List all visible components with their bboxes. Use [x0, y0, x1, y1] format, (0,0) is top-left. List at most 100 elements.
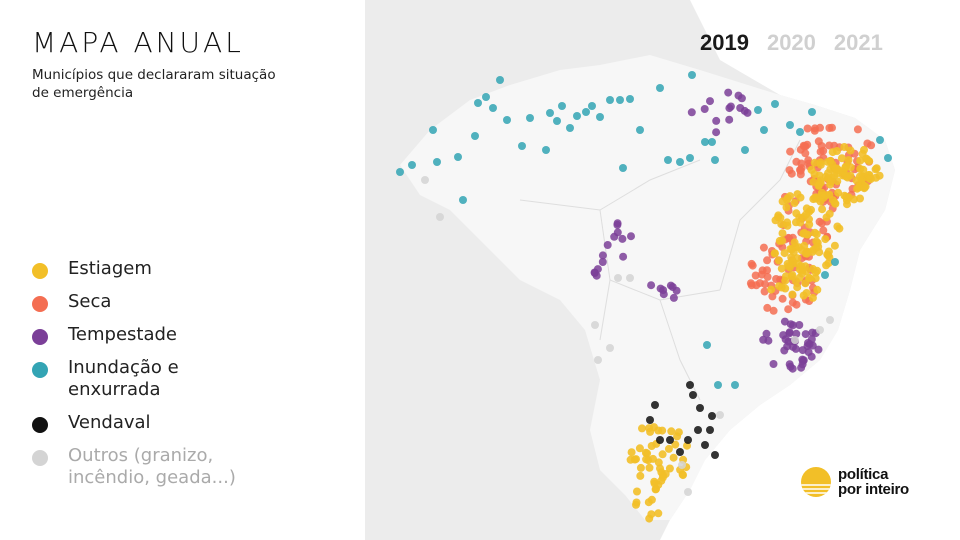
municipality-marker [651, 401, 659, 409]
municipality-marker [686, 381, 694, 389]
municipality-marker [846, 171, 855, 180]
municipality-marker [783, 218, 792, 227]
municipality-marker [777, 264, 786, 273]
municipality-marker [654, 458, 663, 467]
municipality-marker [797, 246, 806, 255]
municipality-marker [855, 172, 864, 181]
municipality-marker [783, 342, 792, 351]
municipality-marker [684, 488, 692, 496]
municipality-marker [754, 106, 762, 114]
municipality-marker [775, 236, 784, 245]
municipality-marker [666, 436, 674, 444]
municipality-marker [792, 300, 801, 309]
municipality-marker [716, 411, 724, 419]
municipality-marker [788, 257, 797, 265]
municipality-marker [647, 510, 656, 519]
municipality-marker [853, 125, 862, 134]
legend-dot-icon [32, 329, 48, 345]
municipality-marker [796, 193, 805, 202]
emergency-markers [396, 71, 892, 523]
legend-item-seca: Seca [32, 291, 268, 313]
municipality-marker [645, 463, 654, 472]
municipality-marker [780, 249, 789, 258]
municipality-marker [814, 137, 823, 146]
municipality-marker [632, 500, 640, 509]
municipality-marker [835, 224, 844, 233]
municipality-marker [821, 271, 829, 279]
municipality-marker [837, 154, 846, 163]
municipality-marker [666, 281, 675, 290]
municipality-marker [833, 147, 841, 155]
municipality-marker [807, 335, 816, 344]
municipality-marker [626, 95, 634, 103]
municipality-marker [786, 362, 795, 371]
legend-label: Tempestade [68, 324, 178, 345]
municipality-marker [613, 219, 622, 228]
municipality-marker [810, 170, 819, 179]
municipality-marker [671, 440, 680, 449]
year-tab-2019[interactable]: 2019 [700, 30, 749, 55]
municipality-marker [636, 471, 645, 480]
municipality-marker [824, 169, 832, 178]
year-tab-2020[interactable]: 2020 [766, 30, 816, 55]
municipality-marker [598, 258, 607, 266]
municipality-marker [736, 104, 745, 112]
municipality-marker [454, 153, 462, 161]
municipality-marker [642, 455, 651, 464]
municipality-marker [650, 479, 659, 488]
municipality-marker [734, 91, 743, 100]
municipality-marker [785, 166, 794, 175]
municipality-marker [786, 192, 794, 201]
municipality-marker [814, 181, 823, 190]
municipality-marker [755, 279, 764, 288]
legend-dot-icon [32, 362, 48, 378]
municipality-marker [703, 341, 711, 349]
municipality-marker [654, 509, 663, 518]
legend-label: Estiagem [68, 258, 152, 279]
municipality-marker [482, 93, 490, 101]
municipality-marker [871, 165, 880, 174]
municipality-marker [635, 444, 644, 453]
municipality-marker [408, 161, 416, 169]
municipality-marker [810, 228, 819, 237]
municipality-marker [684, 436, 692, 444]
municipality-marker [598, 251, 607, 260]
municipality-marker [573, 112, 581, 120]
municipality-marker [672, 286, 681, 295]
municipality-marker [632, 455, 640, 464]
municipality-marker [747, 259, 756, 268]
municipality-marker [706, 97, 714, 106]
municipality-marker [553, 117, 561, 125]
municipality-marker [826, 180, 835, 189]
municipality-marker [846, 163, 855, 172]
municipality-marker [658, 450, 667, 459]
municipality-marker [786, 245, 795, 253]
municipality-marker [489, 104, 497, 112]
municipality-marker [786, 147, 795, 156]
municipality-marker [804, 348, 813, 357]
legend-label: Seca [68, 291, 112, 312]
municipality-marker [696, 404, 704, 412]
municipality-marker [679, 471, 687, 480]
municipality-marker [816, 123, 824, 132]
year-tab-2021[interactable]: 2021 [833, 30, 883, 55]
municipality-marker [799, 213, 808, 222]
municipality-marker [826, 156, 835, 165]
municipality-marker [808, 108, 816, 116]
municipality-marker [694, 426, 702, 434]
municipality-marker [649, 454, 657, 463]
municipality-marker [760, 287, 769, 296]
municipality-marker [763, 256, 772, 265]
municipality-marker [809, 195, 818, 204]
legend-item-tempestade: Tempestade [32, 324, 268, 346]
municipality-marker [741, 146, 749, 154]
municipality-marker [594, 356, 602, 364]
municipality-marker [875, 171, 884, 180]
municipality-marker [798, 266, 807, 275]
municipality-marker [844, 156, 853, 165]
brand-name: política por inteiro [838, 467, 909, 497]
municipality-marker [831, 164, 840, 173]
municipality-marker [861, 182, 870, 191]
municipality-marker [854, 183, 863, 192]
